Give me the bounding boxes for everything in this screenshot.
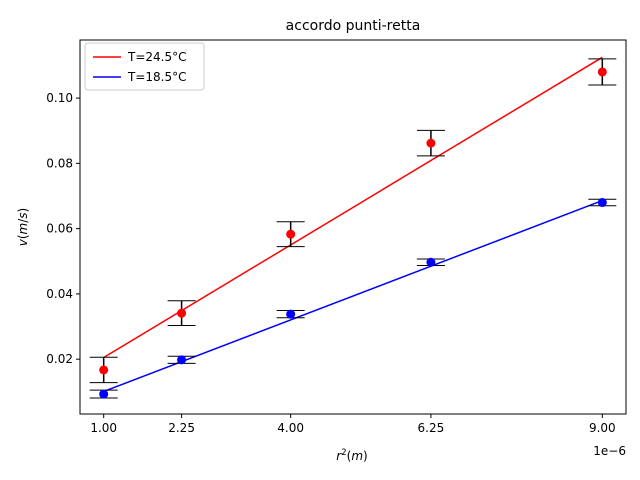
fit-line-series-2 (103, 199, 603, 393)
data-point-series-2 (426, 257, 436, 267)
data-point-series-1 (99, 365, 109, 375)
x-tick-label: 1.00 (90, 421, 117, 435)
y-tick-label: 0.04 (46, 287, 73, 301)
y-tick-label: 0.08 (46, 156, 73, 170)
x-tick-label: 9.00 (589, 421, 616, 435)
fit-line-series-1 (103, 56, 603, 359)
y-tick-label: 0.10 (46, 91, 73, 105)
data-point-series-1 (597, 67, 607, 77)
legend-box (84, 42, 205, 91)
legend-label-series-1: T=24.5°C (127, 50, 186, 64)
data-point-series-1 (177, 308, 187, 318)
data-point-series-2 (286, 309, 296, 319)
y-axis-label: v(m/s) (16, 208, 30, 247)
x-axis-label: r2(m) (336, 448, 367, 463)
legend-label-series-2: T=18.5°C (127, 70, 186, 84)
plot-frame (79, 39, 627, 415)
x-tick-label: 4.00 (277, 421, 304, 435)
data-point-series-1 (286, 229, 296, 239)
data-point-series-2 (177, 355, 187, 365)
x-tick-label: 6.25 (418, 421, 445, 435)
x-offset-label: 1e−6 (593, 444, 626, 458)
x-axis-ticks: 1.00 2.25 4.00 6.25 9.00 (90, 414, 616, 435)
y-axis-ticks: 0.02 0.04 0.06 0.08 0.10 (46, 91, 80, 366)
chart-title: accordo punti-retta (286, 18, 421, 34)
data-markers (99, 67, 607, 399)
y-tick-label: 0.06 (46, 222, 73, 236)
x-tick-label: 2.25 (168, 421, 195, 435)
data-point-series-1 (426, 138, 436, 148)
y-tick-label: 0.02 (46, 352, 73, 366)
legend: T=24.5°C T=18.5°C (84, 42, 205, 91)
data-point-series-2 (597, 198, 607, 208)
plot-content (103, 56, 603, 393)
data-point-series-2 (99, 389, 109, 399)
